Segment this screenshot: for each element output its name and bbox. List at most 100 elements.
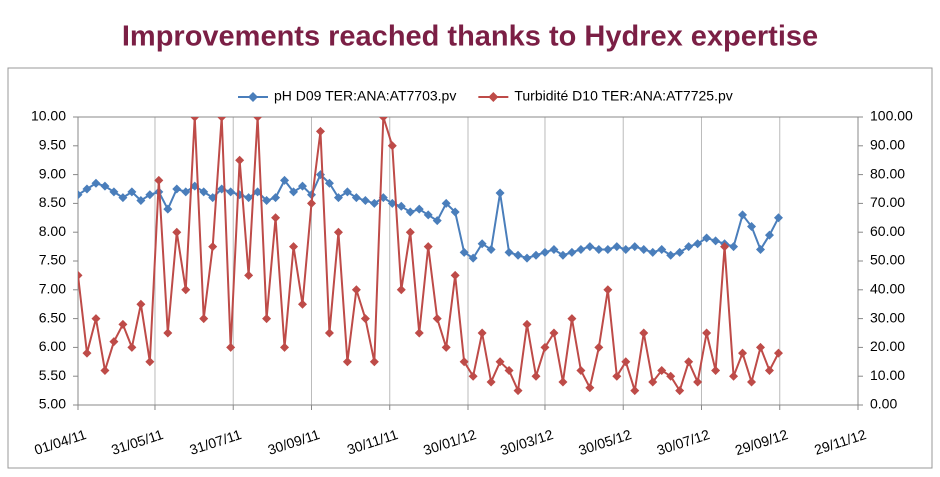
chart-title: Improvements reached thanks to Hydrex ex… <box>122 21 818 53</box>
y2-tick-label: 40.00 <box>870 281 905 297</box>
data-point <box>360 196 370 206</box>
data-point <box>558 250 568 260</box>
data-point <box>199 314 209 324</box>
data-point <box>405 207 415 217</box>
y-tick-label: 8.50 <box>39 194 66 210</box>
data-point <box>639 328 649 338</box>
data-point <box>773 213 783 223</box>
y-tick-label: 7.00 <box>39 281 66 297</box>
y2-tick-label: 50.00 <box>870 252 905 268</box>
data-point <box>217 117 227 122</box>
data-point <box>289 187 299 197</box>
x-tick-label: 31/07/11 <box>188 426 244 458</box>
legend-marker <box>248 92 258 102</box>
data-point <box>369 198 379 208</box>
data-point <box>468 253 478 263</box>
data-point <box>711 365 721 375</box>
y2-tick-label: 10.00 <box>870 367 905 383</box>
chart-frame <box>7 67 933 469</box>
data-point <box>118 193 128 203</box>
data-point <box>684 357 694 367</box>
data-point <box>773 348 783 358</box>
data-point <box>100 181 110 191</box>
data-point <box>657 365 667 375</box>
data-point <box>567 247 577 257</box>
data-point <box>756 244 765 254</box>
data-point <box>253 117 263 122</box>
y2-tick-label: 70.00 <box>870 194 905 210</box>
data-point <box>315 126 325 136</box>
data-point <box>549 244 559 254</box>
data-point <box>181 187 191 197</box>
data-point <box>244 193 254 203</box>
data-point <box>136 299 146 309</box>
data-point <box>432 216 442 226</box>
data-point <box>585 383 595 393</box>
data-point <box>423 242 433 252</box>
data-point <box>486 244 496 254</box>
data-point <box>576 365 586 375</box>
data-point <box>306 198 316 208</box>
data-point <box>738 210 748 220</box>
data-point <box>675 247 685 257</box>
y2-tick-label: 60.00 <box>870 223 905 239</box>
legend-marker <box>488 92 499 102</box>
data-point <box>342 187 352 197</box>
data-point <box>764 230 774 240</box>
data-point <box>486 377 496 387</box>
data-point <box>504 365 514 375</box>
y2-tick-label: 90.00 <box>870 137 905 153</box>
data-point <box>522 253 532 263</box>
data-point <box>262 196 272 206</box>
data-point <box>639 244 649 254</box>
data-point <box>432 314 442 324</box>
data-point <box>531 250 541 260</box>
x-tick-label: 30/03/12 <box>498 426 555 458</box>
data-point <box>702 233 712 243</box>
data-point <box>702 328 712 338</box>
data-point <box>621 357 631 367</box>
data-point <box>495 357 505 367</box>
data-point <box>280 342 290 352</box>
x-tick-label: 30/01/12 <box>421 426 478 458</box>
data-point <box>558 377 568 387</box>
data-point <box>540 342 550 352</box>
data-point <box>226 187 236 197</box>
data-point <box>414 328 424 338</box>
y2-tick-label: 100.00 <box>870 108 913 124</box>
data-point <box>630 386 640 396</box>
data-point <box>459 247 469 257</box>
data-point <box>289 242 299 252</box>
y-tick-label: 5.00 <box>39 396 66 412</box>
data-point <box>441 198 451 208</box>
data-point <box>450 207 460 217</box>
data-point <box>118 319 128 329</box>
y2-tick-label: 20.00 <box>870 338 905 354</box>
plot-area <box>77 116 859 406</box>
data-point <box>136 196 146 206</box>
data-point <box>127 187 137 197</box>
data-point <box>172 227 182 237</box>
data-point <box>657 244 667 254</box>
data-point <box>729 371 739 381</box>
y-tick-label: 9.00 <box>39 165 66 181</box>
data-point <box>91 178 101 188</box>
data-point <box>82 348 92 358</box>
data-point <box>666 250 676 260</box>
data-point <box>549 328 559 338</box>
data-point <box>271 213 281 223</box>
data-point <box>729 242 739 252</box>
data-point <box>298 299 308 309</box>
data-point <box>369 357 379 367</box>
data-point <box>199 187 209 197</box>
y-tick-label: 7.50 <box>39 252 66 268</box>
data-point <box>747 377 757 387</box>
y-tick-label: 6.50 <box>39 309 66 325</box>
data-point <box>522 319 532 329</box>
data-point <box>163 328 173 338</box>
data-point <box>612 371 622 381</box>
data-point <box>172 184 182 194</box>
data-point <box>738 348 748 358</box>
x-tick-label: 30/05/12 <box>577 426 634 458</box>
